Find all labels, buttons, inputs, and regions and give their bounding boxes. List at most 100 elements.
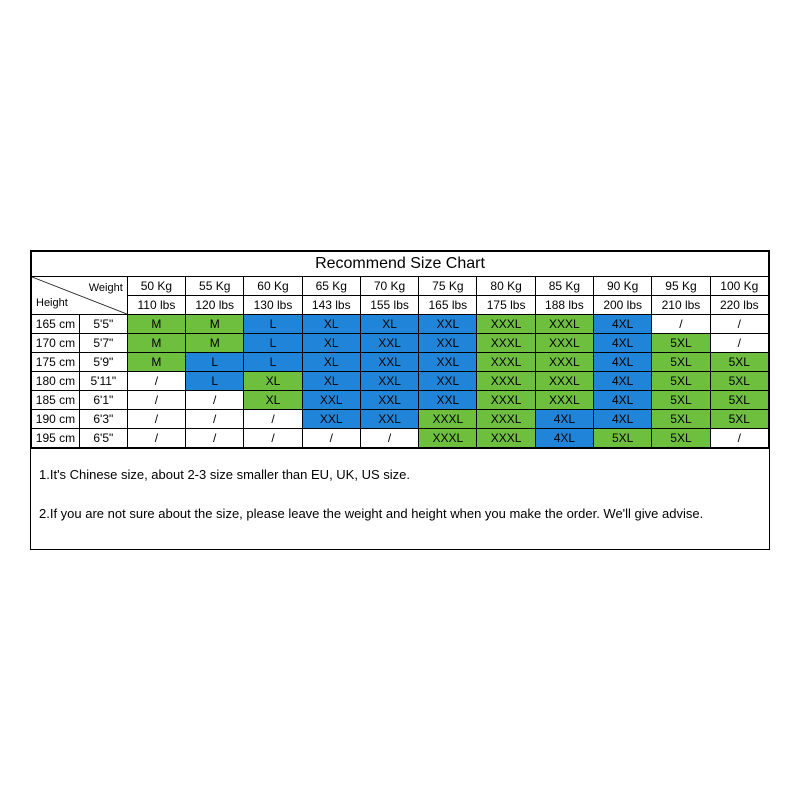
height-ft-cell: 5'5" xyxy=(79,315,127,334)
size-cell: 5XL xyxy=(710,391,768,410)
size-cell: M xyxy=(127,353,185,372)
size-cell: XXXL xyxy=(419,410,477,429)
weight-lbs-header: 155 lbs xyxy=(360,296,418,315)
size-cell: 5XL xyxy=(710,353,768,372)
size-cell: XXXL xyxy=(477,353,535,372)
size-cell: M xyxy=(127,334,185,353)
size-cell: L xyxy=(244,353,302,372)
weight-lbs-header: 120 lbs xyxy=(186,296,244,315)
size-cell: XL xyxy=(360,315,418,334)
size-cell: 4XL xyxy=(594,391,652,410)
corner-cell: Weight Height xyxy=(32,277,128,315)
size-cell: 5XL xyxy=(652,391,710,410)
size-cell: M xyxy=(127,315,185,334)
size-cell: / xyxy=(186,410,244,429)
chart-title: Recommend Size Chart xyxy=(32,252,769,277)
size-cell: XXL xyxy=(419,353,477,372)
height-ft-cell: 5'11" xyxy=(79,372,127,391)
weight-kg-header: 65 Kg xyxy=(302,277,360,296)
size-cell: / xyxy=(710,429,768,448)
height-cm-cell: 170 cm xyxy=(32,334,80,353)
height-cm-cell: 190 cm xyxy=(32,410,80,429)
size-cell: 4XL xyxy=(594,353,652,372)
size-cell: 5XL xyxy=(652,429,710,448)
size-cell: XXXL xyxy=(419,429,477,448)
size-cell: / xyxy=(127,391,185,410)
weight-kg-header: 85 Kg xyxy=(535,277,593,296)
weight-lbs-header: 210 lbs xyxy=(652,296,710,315)
note-line: 1.It's Chinese size, about 2-3 size smal… xyxy=(39,467,761,484)
weight-kg-header: 95 Kg xyxy=(652,277,710,296)
size-cell: 4XL xyxy=(535,410,593,429)
height-cm-cell: 165 cm xyxy=(32,315,80,334)
size-cell: 4XL xyxy=(594,315,652,334)
size-cell: XL xyxy=(302,353,360,372)
size-cell: XXXL xyxy=(477,429,535,448)
size-cell: 5XL xyxy=(652,372,710,391)
size-cell: L xyxy=(244,315,302,334)
size-cell: / xyxy=(710,334,768,353)
size-cell: / xyxy=(302,429,360,448)
size-cell: XXL xyxy=(360,391,418,410)
height-ft-cell: 6'5" xyxy=(79,429,127,448)
size-cell: XL xyxy=(302,372,360,391)
weight-lbs-header: 188 lbs xyxy=(535,296,593,315)
size-cell: XXL xyxy=(360,372,418,391)
size-cell: / xyxy=(127,410,185,429)
size-cell: M xyxy=(186,315,244,334)
height-ft-cell: 5'7" xyxy=(79,334,127,353)
height-cm-cell: 195 cm xyxy=(32,429,80,448)
size-cell: 4XL xyxy=(594,410,652,429)
size-cell: XL xyxy=(302,334,360,353)
size-cell: / xyxy=(186,391,244,410)
size-cell: / xyxy=(127,372,185,391)
size-cell: / xyxy=(652,315,710,334)
size-chart-container: Recommend Size Chart Weight Height 50 Kg… xyxy=(30,250,770,550)
size-cell: 4XL xyxy=(594,334,652,353)
size-cell: L xyxy=(244,334,302,353)
weight-kg-header: 70 Kg xyxy=(360,277,418,296)
size-cell: M xyxy=(186,334,244,353)
size-cell: XXXL xyxy=(477,334,535,353)
size-cell: XL xyxy=(244,372,302,391)
size-cell: XXL xyxy=(302,391,360,410)
size-cell: 5XL xyxy=(652,353,710,372)
size-cell: XXXL xyxy=(477,315,535,334)
size-cell: XXXL xyxy=(477,391,535,410)
size-cell: XXL xyxy=(302,410,360,429)
corner-weight-label: Weight xyxy=(89,279,123,297)
size-cell: XXL xyxy=(419,334,477,353)
size-cell: L xyxy=(186,372,244,391)
size-chart-notes: 1.It's Chinese size, about 2-3 size smal… xyxy=(31,448,769,549)
size-cell: 5XL xyxy=(652,410,710,429)
size-cell: / xyxy=(360,429,418,448)
height-ft-cell: 5'9" xyxy=(79,353,127,372)
corner-height-label: Height xyxy=(36,294,68,312)
size-cell: L xyxy=(186,353,244,372)
size-cell: 5XL xyxy=(594,429,652,448)
height-ft-cell: 6'1" xyxy=(79,391,127,410)
height-cm-cell: 175 cm xyxy=(32,353,80,372)
weight-lbs-header: 165 lbs xyxy=(419,296,477,315)
size-cell: / xyxy=(244,410,302,429)
size-cell: XL xyxy=(244,391,302,410)
size-cell: XXL xyxy=(360,410,418,429)
size-cell: / xyxy=(244,429,302,448)
size-cell: / xyxy=(710,315,768,334)
weight-lbs-header: 130 lbs xyxy=(244,296,302,315)
note-line: 2.If you are not sure about the size, pl… xyxy=(39,506,761,523)
size-cell: / xyxy=(186,429,244,448)
height-cm-cell: 185 cm xyxy=(32,391,80,410)
weight-kg-header: 60 Kg xyxy=(244,277,302,296)
size-cell: XXXL xyxy=(535,391,593,410)
size-cell: XXXL xyxy=(535,353,593,372)
size-cell: 5XL xyxy=(710,372,768,391)
height-cm-cell: 180 cm xyxy=(32,372,80,391)
size-cell: XXL xyxy=(419,315,477,334)
size-cell: XXXL xyxy=(535,334,593,353)
size-cell: XXL xyxy=(419,372,477,391)
weight-kg-header: 55 Kg xyxy=(186,277,244,296)
size-cell: 5XL xyxy=(710,410,768,429)
weight-kg-header: 75 Kg xyxy=(419,277,477,296)
size-cell: XXL xyxy=(360,353,418,372)
